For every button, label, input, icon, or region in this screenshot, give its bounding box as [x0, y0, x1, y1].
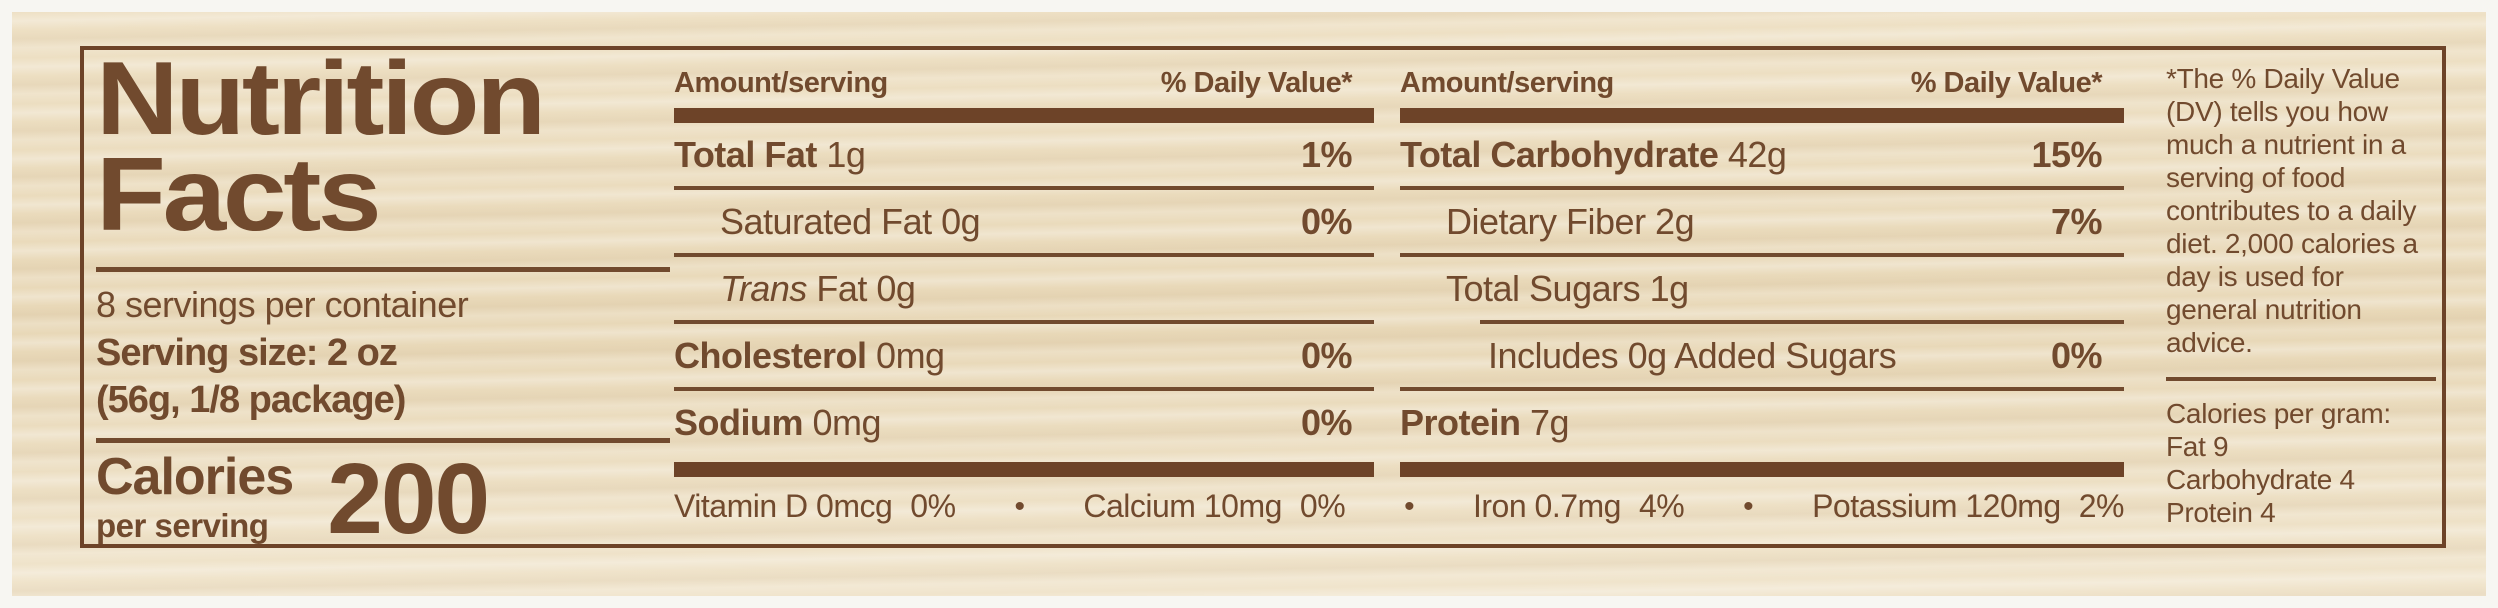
nutrient-name: Trans Fat 0g — [720, 267, 916, 309]
divider — [96, 438, 670, 444]
daily-value: 15% — [2031, 133, 2102, 175]
column-header: Amount/serving % Daily Value* — [1400, 67, 2124, 100]
thick-bar — [1400, 462, 2124, 477]
micronutrient-item: Iron 0.7mg 4% — [1473, 488, 1685, 525]
daily-value: 0% — [2050, 334, 2103, 376]
panel-title: Nutrition Facts — [96, 41, 727, 253]
row-separator — [1480, 320, 2124, 324]
thick-bar — [674, 108, 1374, 123]
daily-value-header: % Daily Value* — [1160, 67, 1353, 99]
micronutrient-daily-value: 0% — [910, 488, 956, 524]
daily-value: 1% — [1300, 133, 1353, 175]
divider — [2166, 377, 2436, 382]
nutrient-name: Dietary Fiber 2g — [1446, 200, 1695, 242]
nutrient-name: Cholesterol 0mg — [674, 334, 945, 376]
nutrient-row: Trans Fat 0g — [674, 257, 1374, 320]
nutrient-row: Cholesterol 0mg 0% — [674, 324, 1374, 387]
nutrient-name: Total Sugars 1g — [1446, 267, 1689, 309]
nutrient-column-2: Amount/serving % Daily Value* Total Carb… — [1400, 50, 2124, 477]
thick-bar — [1400, 108, 2124, 123]
micronutrient-daily-value: 0% — [1299, 488, 1346, 524]
nutrient-rows: Total Carbohydrate 42g 15% Dietary Fiber 2… — [1400, 123, 2124, 454]
row-separator — [674, 186, 1374, 190]
nutrient-name: Total Carbohydrate 42g — [1400, 133, 1787, 175]
micronutrient-name: Calcium 10mg — [1083, 488, 1282, 524]
daily-value: 0% — [1300, 334, 1353, 376]
calories-per-gram: Calories per gram: Fat 9 Carbohydrate 4 … — [2166, 398, 2391, 529]
nutrient-rows: Total Fat 1g 1% Saturated Fat 0g 0% Trans Fa… — [674, 123, 1374, 454]
nutrient-row: Sodium 0mg 0% — [674, 391, 1374, 454]
micronutrient-daily-value: 2% — [2078, 488, 2125, 524]
amount-serving-header: Amount/serving — [674, 67, 888, 99]
title-line-1: Nutrition — [96, 41, 546, 157]
micronutrient-strip: Vitamin D 0mcg 0% • Calcium 10mg 0% • Iron 0.7… — [674, 471, 2124, 542]
calories-row: Calories per serving 200 — [96, 443, 670, 556]
serving-size: Serving size: 2 oz — [96, 332, 398, 375]
calories-value: 200 — [327, 443, 490, 556]
micronutrient-name: Iron 0.7mg — [1473, 488, 1621, 524]
row-separator — [1400, 253, 2124, 257]
row-separator — [1400, 387, 2124, 391]
serving-size-detail: (56g, 1/8 package) — [96, 379, 406, 422]
row-separator — [674, 387, 1374, 391]
thick-bar — [674, 462, 1374, 477]
column-header: Amount/serving % Daily Value* — [674, 67, 1374, 100]
nutrient-name: Protein 7g — [1400, 401, 1570, 443]
micronutrient-item: Calcium 10mg 0% — [1083, 488, 1345, 525]
calories-label-line1: Calories — [96, 448, 294, 507]
micronutrient-name: Potassium 120mg — [1812, 488, 2061, 524]
row-separator — [674, 253, 1374, 257]
bullet-separator: • — [1404, 489, 1415, 523]
nutrient-name: Total Fat 1g — [674, 133, 866, 175]
title-line-2: Facts — [96, 136, 382, 253]
amount-serving-header: Amount/serving — [1400, 67, 1614, 99]
nutrition-facts-panel: Nutrition Facts 8 servings per container… — [80, 46, 2446, 549]
daily-value-note: *The % Daily Value (DV) tells you how mu… — [2166, 63, 2418, 359]
nutrient-row: Total Fat 1g 1% — [674, 123, 1374, 186]
row-separator — [1400, 186, 2124, 190]
left-panel: Nutrition Facts 8 servings per container… — [96, 47, 670, 549]
row-separator — [674, 320, 1374, 324]
nutrient-row: Dietary Fiber 2g 7% — [1400, 190, 2124, 253]
micronutrient-item: Vitamin D 0mcg 0% — [674, 488, 956, 525]
calories-label: Calories per serving — [96, 448, 294, 545]
nutrient-row: Includes 0g Added Sugars 0% — [1400, 324, 2124, 387]
nutrient-column-1: Amount/serving % Daily Value* Total Fat … — [674, 50, 1374, 477]
nutrient-name: Includes 0g Added Sugars — [1488, 334, 1897, 376]
micronutrient-item: Potassium 120mg 2% — [1812, 488, 2124, 525]
nutrient-name: Sodium 0mg — [674, 401, 882, 443]
bullet-separator: • — [1014, 489, 1025, 523]
micronutrient-name: Vitamin D 0mcg — [674, 488, 893, 524]
daily-value: 7% — [2050, 200, 2103, 242]
daily-value: 0% — [1300, 401, 1353, 443]
nutrient-row: Protein 7g — [1400, 391, 2124, 454]
nutrient-name: Saturated Fat 0g — [720, 200, 981, 242]
calories-label-line2: per serving — [96, 507, 269, 545]
servings-per-container: 8 servings per container — [96, 284, 469, 326]
daily-value: 0% — [1300, 200, 1353, 242]
nutrient-row: Total Carbohydrate 42g 15% — [1400, 123, 2124, 186]
nutrient-row: Saturated Fat 0g 0% — [674, 190, 1374, 253]
divider — [96, 267, 670, 273]
bullet-separator: • — [1743, 489, 1754, 523]
daily-value-header: % Daily Value* — [1910, 67, 2103, 99]
footnote-column: *The % Daily Value (DV) tells you how mu… — [2166, 62, 2436, 542]
nutrient-row: Total Sugars 1g — [1400, 257, 2124, 320]
micronutrient-daily-value: 4% — [1638, 488, 1685, 524]
